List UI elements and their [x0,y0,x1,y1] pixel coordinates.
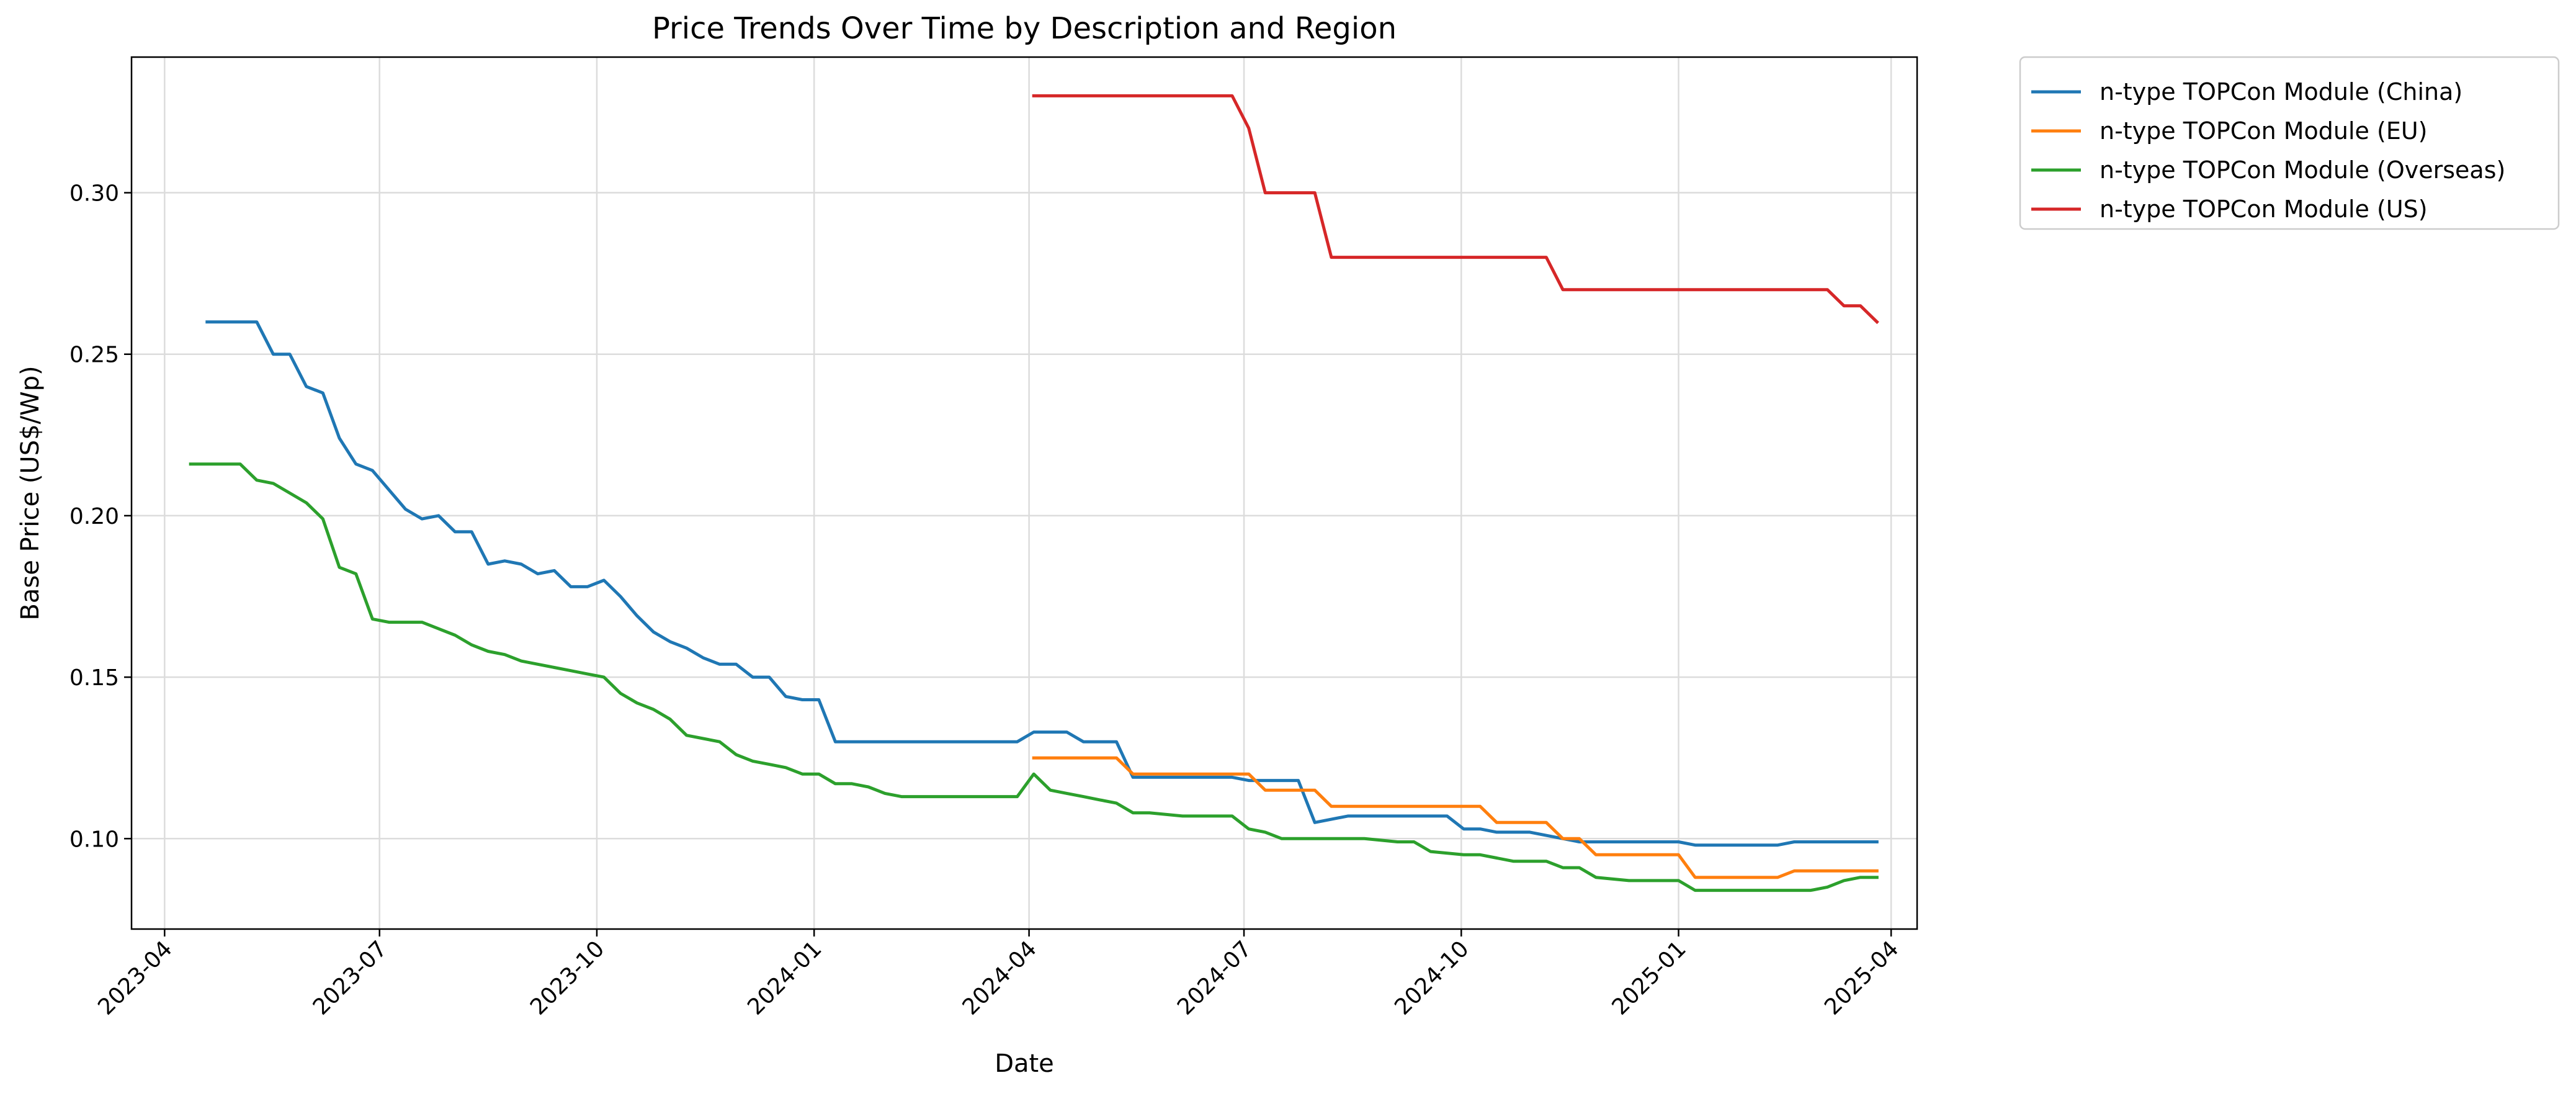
legend-label: n-type TOPCon Module (US) [2100,195,2428,223]
y-tick-label: 0.10 [69,827,119,852]
series-line-1 [205,320,1879,847]
y-axis-label: Base Price (US$/Wp) [16,366,45,620]
y-tick-label: 0.20 [69,504,119,529]
series-line-3 [189,462,1879,892]
legend-label: n-type TOPCon Module (Overseas) [2100,156,2505,184]
y-tick-label: 0.25 [69,343,119,368]
y-axis-ticks: 0.10 0.15 0.20 0.25 0.30 [69,181,132,852]
y-tick-label: 0.30 [69,181,119,207]
series-line-2 [1032,756,1879,879]
legend-label: n-type TOPCon Module (EU) [2100,117,2427,145]
legend-box [2019,56,2560,230]
chart-title: Price Trends Over Time by Description an… [652,11,1397,46]
plot-frame [130,56,1918,930]
series-lines [189,94,1879,892]
legend-label: n-type TOPCon Module (China) [2100,78,2462,106]
x-axis-label: Date [995,1049,1054,1078]
legend: n-type TOPCon Module (China) n-type TOPCo… [2019,56,2560,230]
grid-lines [132,57,1917,929]
series-line-4 [1032,94,1879,325]
y-tick-label: 0.15 [69,665,119,691]
